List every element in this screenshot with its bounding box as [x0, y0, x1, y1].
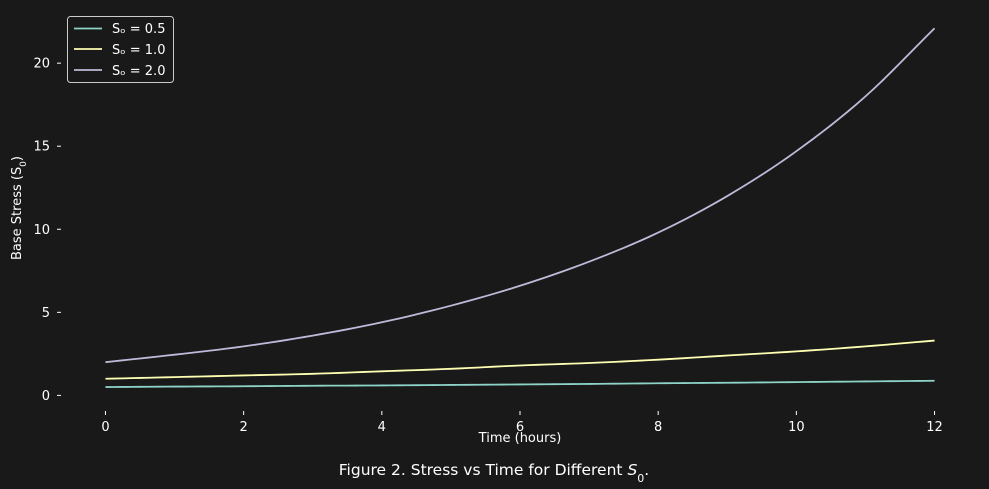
legend-label-series-2: Sₒ = 1.0 — [112, 43, 165, 58]
y-axis-label-end: ) — [10, 156, 25, 161]
x-tick-label: 12 — [926, 420, 943, 435]
y-tick-label: 10 — [33, 223, 50, 238]
x-tick-label: 4 — [378, 420, 386, 435]
y-tick-label: 5 — [42, 306, 50, 321]
y-tick-label: 20 — [33, 57, 50, 72]
legend-label-series-1: Sₒ = 0.5 — [112, 22, 165, 37]
figure-caption-end: . — [644, 461, 649, 479]
y-axis-label-symbol-sub: 0 — [19, 161, 29, 167]
y-axis-label: Base Stress (S0) — [10, 156, 29, 260]
x-tick-label: 2 — [239, 420, 247, 435]
x-axis-label: Time (hours) — [478, 431, 562, 446]
x-tick-label: 6 — [516, 420, 524, 435]
legend: Sₒ = 0.5 Sₒ = 1.0 Sₒ = 2.0 — [67, 16, 174, 83]
series-line-3 — [105, 27, 936, 364]
figure-caption-text: Figure 2. Stress vs Time for Different — [339, 461, 628, 479]
figure-caption-symbol: S — [627, 461, 637, 479]
legend-box — [67, 16, 174, 83]
series-lines — [105, 27, 936, 388]
figure-caption: Figure 2. Stress vs Time for Different S… — [339, 461, 649, 485]
x-tick-label: 10 — [788, 420, 805, 435]
legend-label-series-3: Sₒ = 2.0 — [112, 64, 165, 79]
axes: 0 2 4 6 8 10 12 0 5 10 15 20 — [33, 57, 942, 435]
series-line-1 — [105, 379, 935, 388]
figure-caption-symbol-sub: 0 — [637, 472, 644, 485]
y-tick-label: 15 — [33, 140, 50, 155]
x-tick-label: 0 — [101, 420, 109, 435]
x-tick-label: 8 — [654, 420, 662, 435]
y-axis-label-text: Base Stress (S — [10, 167, 25, 260]
series-line-2 — [105, 339, 935, 380]
y-tick-label: 0 — [42, 389, 50, 404]
